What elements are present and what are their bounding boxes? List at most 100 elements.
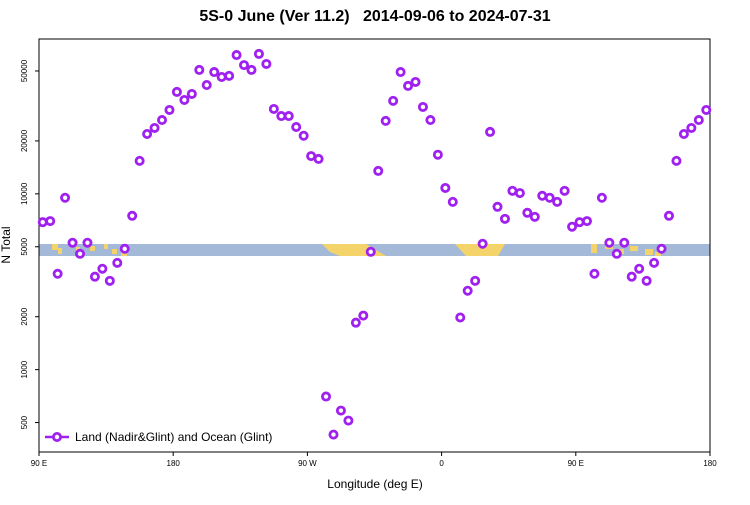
data-point xyxy=(321,391,332,402)
data-point xyxy=(246,64,257,75)
data-point xyxy=(581,216,592,227)
data-point xyxy=(499,213,510,224)
x-tick-label: 180 xyxy=(167,459,181,468)
x-axis-label: Longitude (deg E) xyxy=(327,477,422,491)
data-point xyxy=(60,192,71,203)
data-point xyxy=(395,67,406,78)
land-patch xyxy=(90,246,95,251)
data-point xyxy=(350,317,361,328)
data-point xyxy=(656,243,667,254)
data-point xyxy=(97,263,108,274)
data-point xyxy=(209,67,220,78)
x-tick-label: 180 xyxy=(703,459,717,468)
data-point xyxy=(298,130,309,141)
y-axis-label: N Total xyxy=(0,226,13,263)
data-point xyxy=(119,243,130,254)
land-patch xyxy=(104,244,108,249)
data-point xyxy=(313,153,324,164)
plot-frame xyxy=(38,38,711,453)
data-point xyxy=(589,268,600,279)
data-point xyxy=(492,201,503,212)
data-point xyxy=(239,60,250,71)
data-point xyxy=(611,248,622,259)
data-point xyxy=(417,101,428,112)
data-point xyxy=(455,312,466,323)
x-tick-label: 90 W xyxy=(298,459,317,468)
data-point xyxy=(343,415,354,426)
x-tick-label: 0 xyxy=(439,459,444,468)
data-point xyxy=(529,211,540,222)
data-point xyxy=(552,196,563,207)
data-point xyxy=(671,155,682,166)
data-point xyxy=(477,238,488,249)
data-point xyxy=(268,103,279,114)
data-point xyxy=(52,268,63,279)
data-point xyxy=(619,237,630,248)
data-point xyxy=(104,275,115,286)
data-point xyxy=(149,122,160,133)
data-point xyxy=(283,111,294,122)
data-point xyxy=(596,192,607,203)
data-point xyxy=(112,257,123,268)
y-tick-label: 1000 xyxy=(20,360,29,378)
data-point xyxy=(82,237,93,248)
data-point xyxy=(485,126,496,137)
data-point xyxy=(388,95,399,106)
data-point xyxy=(171,86,182,97)
data-point xyxy=(67,237,78,248)
data-point xyxy=(462,285,473,296)
data-point xyxy=(410,76,421,87)
data-point xyxy=(179,94,190,105)
land-patch xyxy=(645,249,653,255)
data-point xyxy=(403,80,414,91)
data-point xyxy=(514,188,525,199)
data-point xyxy=(201,80,212,91)
land-patch xyxy=(112,249,117,254)
data-point xyxy=(440,182,451,193)
data-point xyxy=(157,115,168,126)
land-patch xyxy=(591,244,597,253)
data-point xyxy=(626,271,637,282)
data-point xyxy=(75,248,86,259)
data-point xyxy=(470,275,481,286)
legend-marker xyxy=(52,431,63,442)
data-point xyxy=(37,217,48,228)
y-tick-label: 500 xyxy=(20,415,29,429)
data-point xyxy=(142,128,153,139)
data-point xyxy=(678,128,689,139)
data-point xyxy=(447,196,458,207)
data-point xyxy=(186,88,197,99)
data-point xyxy=(335,405,346,416)
data-point xyxy=(693,115,704,126)
data-point xyxy=(253,48,264,59)
legend-label: Land (Nadir&Glint) and Ocean (Glint) xyxy=(75,430,272,444)
data-point xyxy=(127,210,138,221)
data-point xyxy=(358,310,369,321)
land-patch xyxy=(655,252,661,256)
land-patch xyxy=(52,244,58,250)
data-point xyxy=(544,192,555,203)
data-point xyxy=(522,207,533,218)
data-point xyxy=(686,122,697,133)
land-patch xyxy=(58,248,62,254)
land-patch xyxy=(630,246,638,251)
data-point xyxy=(365,246,376,257)
x-tick-label: 90 E xyxy=(31,459,47,468)
x-tick-label: 90 E xyxy=(568,459,584,468)
data-point xyxy=(425,115,436,126)
data-point xyxy=(663,210,674,221)
data-point xyxy=(649,257,660,268)
legend-item: Land (Nadir&Glint) and Ocean (Glint) xyxy=(45,430,272,444)
y-tick-label: 5000 xyxy=(20,237,29,255)
data-point xyxy=(261,58,272,69)
y-tick-label: 20000 xyxy=(20,129,29,152)
data-point xyxy=(328,429,339,440)
data-point xyxy=(291,122,302,133)
land-patch xyxy=(455,244,505,256)
data-point xyxy=(641,275,652,286)
data-point xyxy=(89,271,100,282)
data-point xyxy=(604,237,615,248)
data-point xyxy=(559,185,570,196)
y-tick-label: 2000 xyxy=(20,307,29,325)
